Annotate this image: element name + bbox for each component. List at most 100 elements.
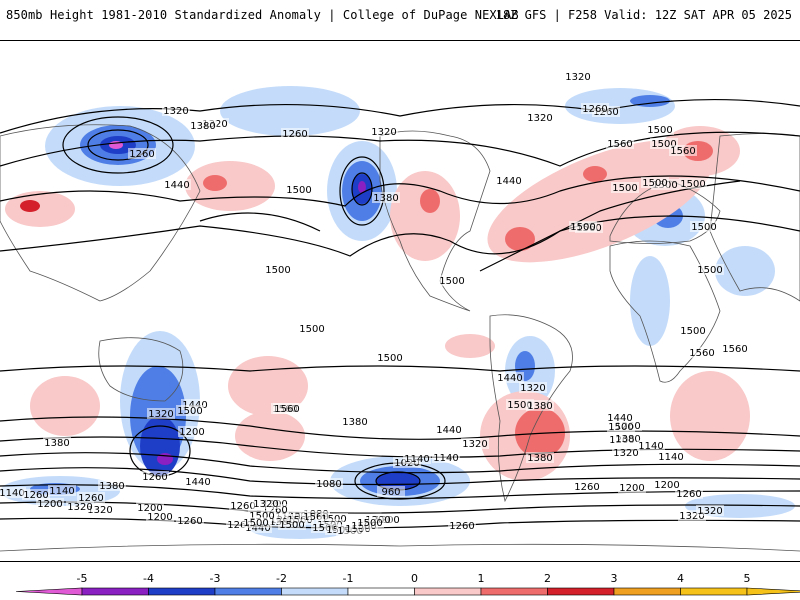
contour-label-bg	[614, 433, 642, 444]
contour-label: 1200	[654, 480, 679, 491]
colorbar: -5 -4 -3 -2 -1 0 1 2 3 4 5	[15, 572, 800, 596]
contour-label-bg	[261, 504, 289, 515]
contour-label: 1140	[49, 486, 74, 497]
antarctica-outline	[0, 543, 800, 552]
contour-label-bg	[176, 515, 204, 526]
contour-label-bg	[506, 399, 534, 410]
contour-label: 1200	[147, 512, 172, 523]
colorbar-segment	[148, 587, 216, 596]
neg-anom-south-pacific-center	[376, 472, 420, 490]
contour-label: 1500	[177, 406, 202, 417]
contour-label: 1200	[179, 427, 204, 438]
colorbar-tick-label: 0	[411, 572, 418, 585]
contour-label: 1260	[282, 129, 307, 140]
contour-label-bg	[77, 492, 105, 503]
contour-label: 1260	[449, 521, 474, 532]
contour-label: 1260	[574, 482, 599, 493]
contour-label: 1380	[373, 193, 398, 204]
contour-label-bg	[438, 275, 466, 286]
contour-label-bg	[370, 126, 398, 137]
contour-label: 1140	[658, 452, 683, 463]
contour-1500-north	[0, 215, 800, 257]
neg-anom-aleutian-ring	[220, 86, 360, 136]
contour-label: 1440	[607, 413, 632, 424]
south-america-outline	[489, 314, 573, 503]
europe-outline	[609, 180, 721, 244]
colorbar-ticks: -5 -4 -3 -2 -1 0 1 2 3 4 5	[77, 572, 751, 585]
contour-label: 1260	[23, 490, 48, 501]
neg-anom-africa	[630, 256, 670, 346]
contour-label-bg	[612, 447, 640, 458]
contour-label-bg	[657, 451, 685, 462]
contour-label: 1440	[185, 477, 210, 488]
pos-anom-central-asia-core	[20, 200, 40, 212]
contour-1320-north	[0, 99, 800, 134]
contour-label-bg	[163, 179, 191, 190]
neg-anom-gulf-alaska-peak	[358, 181, 366, 193]
contour-label-bg	[526, 112, 554, 123]
contour-label-bg	[432, 452, 460, 463]
colorbar-segment	[214, 587, 282, 596]
colorbar-tick-label: -2	[276, 572, 287, 585]
contour-label-bg	[315, 478, 343, 489]
map-canvas: 1320132012601320138014401260150013201380…	[0, 71, 800, 552]
contour-label: 1140	[638, 441, 663, 452]
contour-label-bg	[98, 480, 126, 491]
contour-label: 1320	[163, 106, 188, 117]
contour-label: 1140	[404, 454, 429, 465]
contour-label: 1560	[274, 404, 299, 415]
contour-1200-south	[0, 501, 800, 514]
contour-label: 1500	[377, 353, 402, 364]
contour-label-bg	[526, 400, 554, 411]
contour-label: 1380	[190, 121, 215, 132]
contour-label-bg	[607, 421, 635, 432]
contour-label: 1440	[436, 425, 461, 436]
contour-label-bg	[320, 513, 348, 524]
contour-1320-south	[0, 467, 800, 486]
contour-label-bg	[564, 71, 592, 82]
contour-label: 1320	[520, 383, 545, 394]
pos-anom-south-pacific-east	[235, 411, 305, 461]
contour-label-bg	[448, 520, 476, 531]
contour-low-siberia	[62, 116, 174, 174]
contour-label: 1500	[357, 518, 382, 529]
neg-anom-mideast	[715, 246, 775, 296]
contour-label-bg	[341, 416, 369, 427]
colorbar-tick-label: 1	[478, 572, 485, 585]
contour-label: 1140	[0, 488, 25, 499]
colorbar-segment	[480, 587, 548, 596]
model-run-info: 18Z GFS | F258 Valid: 12Z SAT APR 05 202…	[495, 8, 792, 22]
contour-label: 1140	[433, 453, 458, 464]
contour-label: 1560	[303, 512, 328, 523]
contour-label-bg	[569, 221, 597, 232]
contour-label-bg	[461, 438, 489, 449]
contour-label: 1260	[177, 516, 202, 527]
contour-label-bg	[226, 519, 254, 530]
contour-label: 1440	[497, 373, 522, 384]
title-bar: 850mb Height 1981-2010 Standardized Anom…	[0, 0, 800, 32]
contour-label-bg	[178, 426, 206, 437]
contour-label-bg	[675, 488, 703, 499]
contour-label-bg	[650, 138, 678, 149]
contour-label: 1500	[647, 125, 672, 136]
contour-label-bg	[696, 264, 724, 275]
contour-label: 1380	[527, 401, 552, 412]
colorbar-right-tip	[746, 587, 800, 596]
pos-anom-north-pacific-west-core	[203, 175, 227, 191]
contour-label-bg	[372, 192, 400, 203]
contour-label-bg	[496, 372, 524, 383]
contour-label-bg	[618, 482, 646, 493]
contour-label: 1500	[612, 183, 637, 194]
contour-label: 1500	[249, 511, 274, 522]
contour-label-bg	[611, 182, 639, 193]
contour-label-bg	[495, 175, 523, 186]
contour-label: 1500	[697, 265, 722, 276]
contour-label: 1500	[243, 518, 268, 529]
pos-anom-atlantic-core	[505, 227, 535, 251]
contour-label-bg	[641, 177, 669, 188]
contour-1500-south	[0, 416, 800, 440]
contour-label: 960	[381, 487, 400, 498]
contour-label-bg	[48, 485, 76, 496]
contour-label: 1080	[316, 479, 341, 490]
contour-label-bg	[356, 517, 384, 528]
